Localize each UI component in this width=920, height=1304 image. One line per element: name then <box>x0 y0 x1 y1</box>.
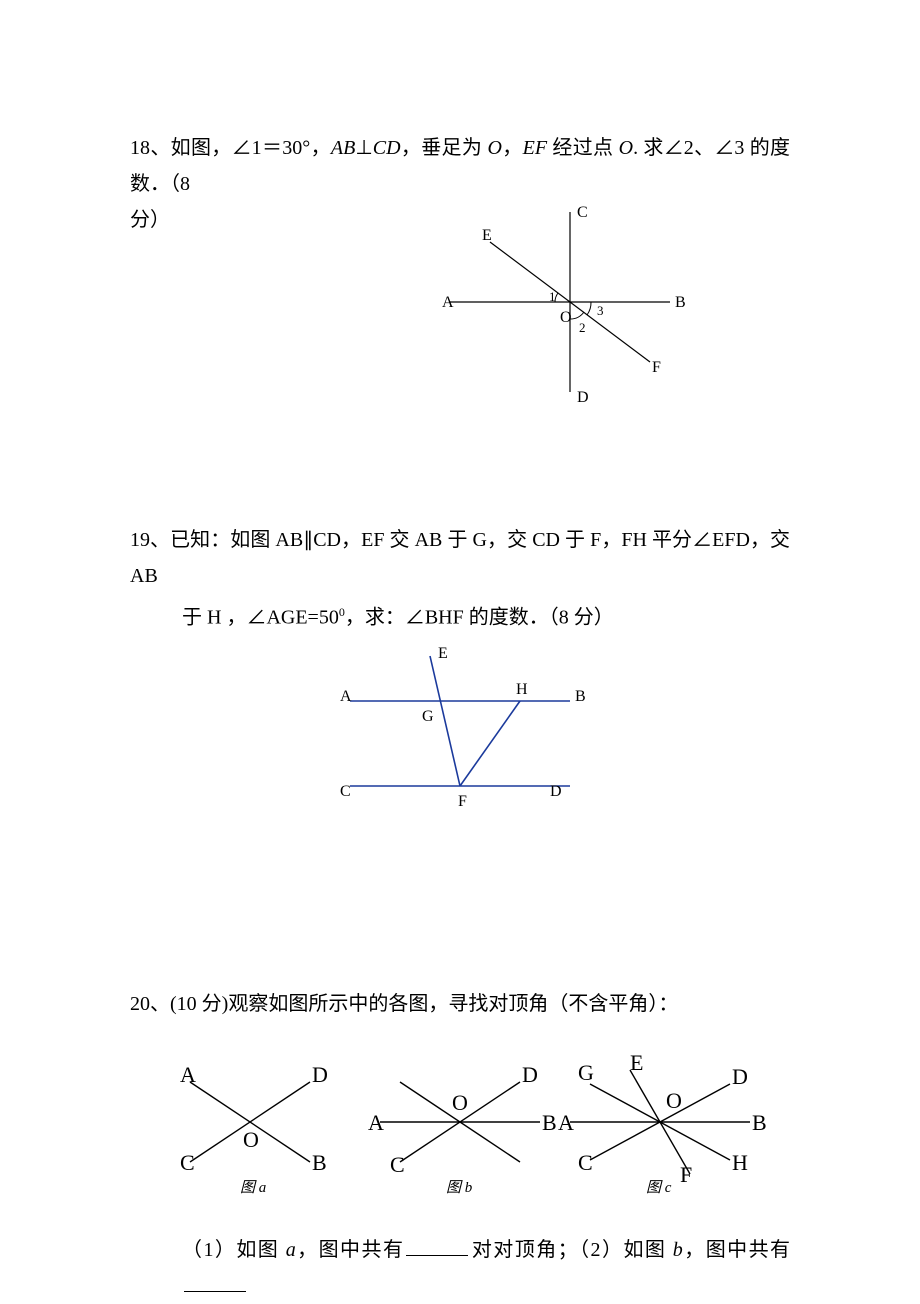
p20-s1f: ，图中共有 <box>683 1239 790 1261</box>
p20-s1d: 对对顶角；（2）如图 <box>470 1239 672 1261</box>
svg-text:C: C <box>340 783 351 800</box>
p20-s1b: a <box>286 1239 296 1261</box>
svg-text:B: B <box>675 294 686 311</box>
p18-t-f: O <box>488 137 502 159</box>
p18-t-b: AB <box>331 137 355 159</box>
svg-text:C: C <box>390 1152 405 1177</box>
svg-text:O: O <box>560 309 572 326</box>
p18-t-d: CD <box>373 137 401 159</box>
svg-text:H: H <box>732 1150 748 1175</box>
p19-l1: 已知：如图 AB∥CD，EF 交 AB 于 G，交 CD 于 F，FH 平分∠E… <box>130 529 790 587</box>
p18-t-j: O <box>619 137 633 159</box>
svg-text:G: G <box>578 1060 594 1085</box>
p20-l1: (10 分)观察如图所示中的各图，寻找对顶角（不含平角）： <box>170 993 678 1015</box>
p19-l2a: 于 H ，∠AGE=50 <box>182 607 339 629</box>
svg-text:D: D <box>522 1062 538 1087</box>
p18-t-g: ， <box>502 137 523 159</box>
svg-text:A: A <box>558 1110 574 1135</box>
svg-text:B: B <box>752 1110 767 1135</box>
problem-19: 19、已知：如图 AB∥CD，EF 交 AB 于 G，交 CD 于 F，FH 平… <box>130 522 790 816</box>
svg-text:B: B <box>542 1110 557 1135</box>
svg-text:图 c: 图 c <box>646 1180 672 1196</box>
figure-20: ABCDO图 aABCDO图 bABCDEFGHO图 c <box>130 1052 790 1222</box>
svg-text:1: 1 <box>549 289 556 304</box>
svg-text:C: C <box>180 1150 195 1175</box>
p18-line2: 分） <box>130 202 330 412</box>
svg-text:D: D <box>577 389 589 406</box>
svg-text:A: A <box>340 688 352 705</box>
svg-text:B: B <box>575 688 586 705</box>
svg-text:O: O <box>666 1088 682 1113</box>
figure-18-svg: 1 23 A B C D E F O <box>420 202 700 412</box>
p18-t-i: 经过点 <box>547 137 619 159</box>
blank-2 <box>184 1273 246 1292</box>
svg-text:图 b: 图 b <box>446 1180 473 1196</box>
svg-text:O: O <box>243 1127 259 1152</box>
svg-text:F: F <box>458 793 467 810</box>
problem-20: 20、(10 分)观察如图所示中的各图，寻找对顶角（不含平角）： ABCDO图 … <box>130 986 790 1304</box>
figure-20-svg: ABCDO图 aABCDO图 bABCDEFGHO图 c <box>150 1052 770 1222</box>
svg-text:C: C <box>578 1150 593 1175</box>
figure-19-svg: A B C D E F G H <box>330 646 590 816</box>
svg-text:G: G <box>422 708 434 725</box>
svg-text:B: B <box>312 1150 327 1175</box>
p18-t-c: ⊥ <box>355 137 372 159</box>
svg-text:E: E <box>630 1052 643 1075</box>
p18-t-h: EF <box>523 137 547 159</box>
problem-20-text: 20、(10 分)观察如图所示中的各图，寻找对顶角（不含平角）： <box>130 986 790 1022</box>
svg-text:E: E <box>438 646 448 662</box>
svg-text:D: D <box>732 1064 748 1089</box>
svg-text:A: A <box>180 1062 196 1087</box>
p20-number: 20、 <box>130 993 170 1015</box>
problem-18: 18、如图，∠1＝30°，AB⊥CD，垂足为 O，EF 经过点 O. 求∠2、∠… <box>130 130 790 412</box>
figure-19: A B C D E F G H <box>130 646 790 816</box>
svg-text:D: D <box>550 783 562 800</box>
p20-s1e: b <box>673 1239 683 1261</box>
svg-text:F: F <box>680 1162 692 1187</box>
p20-s1c: ，图中共有 <box>296 1239 405 1261</box>
problem-20-sub: （1）如图 a，图中共有对对顶角；（2）如图 b，图中共有 <box>130 1232 790 1304</box>
svg-text:图 a: 图 a <box>240 1180 266 1196</box>
p20-s1a: （1）如图 <box>182 1239 286 1261</box>
svg-text:D: D <box>312 1062 328 1087</box>
svg-text:F: F <box>652 359 661 376</box>
problem-19-text: 19、已知：如图 AB∥CD，EF 交 AB 于 G，交 CD 于 F，FH 平… <box>130 522 790 594</box>
svg-text:2: 2 <box>579 320 586 335</box>
svg-text:E: E <box>482 227 492 244</box>
figure-18: 1 23 A B C D E F O <box>330 202 790 412</box>
svg-text:O: O <box>452 1090 468 1115</box>
svg-text:A: A <box>442 294 454 311</box>
p19-number: 19、 <box>130 529 170 551</box>
problem-19-line2: 于 H ，∠AGE=500，求：∠BHF 的度数．（8 分） <box>130 594 790 636</box>
p18-number: 18、 <box>130 137 171 159</box>
blank-1 <box>406 1237 468 1256</box>
p19-l2b: ，求：∠BHF 的度数．（8 分） <box>345 607 614 629</box>
p18-t-e: ，垂足为 <box>401 137 488 159</box>
problem-18-text: 18、如图，∠1＝30°，AB⊥CD，垂足为 O，EF 经过点 O. 求∠2、∠… <box>130 130 790 202</box>
p18-t-a: 如图，∠1＝30°， <box>171 137 331 159</box>
svg-text:C: C <box>577 204 588 221</box>
svg-text:A: A <box>368 1110 384 1135</box>
page: 18、如图，∠1＝30°，AB⊥CD，垂足为 O，EF 经过点 O. 求∠2、∠… <box>0 0 920 1300</box>
svg-text:3: 3 <box>597 303 604 318</box>
svg-text:H: H <box>516 681 528 698</box>
